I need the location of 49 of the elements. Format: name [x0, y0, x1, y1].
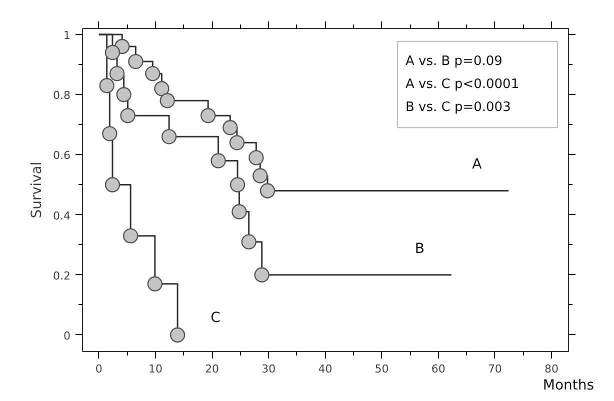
y-tick-label: 0.2 [53, 269, 71, 282]
x-tick-label: 30 [262, 362, 276, 376]
point [154, 81, 170, 96]
point [128, 54, 144, 70]
point [104, 44, 120, 60]
point [120, 108, 136, 124]
point [147, 276, 163, 292]
annotation: A vs. B p=0.09 [406, 54, 502, 69]
y-tick-label: 0 [64, 329, 70, 342]
point [260, 183, 276, 198]
point [145, 66, 160, 82]
annotation: A vs. C p<0.0001 [406, 77, 520, 92]
x-tick-label: 70 [488, 362, 502, 376]
y-tick-label: 1 [64, 29, 70, 42]
text: C [210, 310, 221, 326]
x-axis-title: Months [542, 378, 594, 394]
x-tick-label: 10 [148, 362, 162, 376]
x-tick-label: 50 [374, 362, 389, 376]
point [170, 327, 186, 343]
point [109, 66, 125, 82]
point [241, 234, 256, 250]
point [200, 108, 216, 124]
series-label: B [414, 240, 425, 257]
point [230, 177, 246, 192]
x-tick-label: 80 [544, 362, 559, 376]
annotation: B vs. C p=0.003 [406, 100, 511, 115]
x-tick-label: 60 [431, 362, 446, 376]
point [229, 135, 245, 150]
y-axis-title: Survival [29, 162, 46, 218]
point [122, 228, 138, 244]
point [232, 204, 247, 220]
y-tick-label: 0.4 [53, 209, 71, 222]
point [222, 120, 238, 136]
point [102, 126, 118, 142]
point [254, 267, 270, 282]
y-tick-label: 0.6 [53, 149, 71, 162]
point [99, 78, 114, 94]
point [160, 93, 175, 108]
point [248, 150, 264, 166]
point [116, 87, 132, 102]
point [161, 129, 177, 144]
x-tick-label: 0 [95, 362, 102, 376]
point [104, 177, 120, 192]
x-tick-label: 40 [318, 362, 332, 376]
point [252, 168, 268, 184]
x-tick-label: 20 [205, 362, 220, 376]
y-tick-label: 0.8 [53, 89, 71, 102]
point [210, 153, 226, 168]
series-label: A [472, 156, 482, 173]
